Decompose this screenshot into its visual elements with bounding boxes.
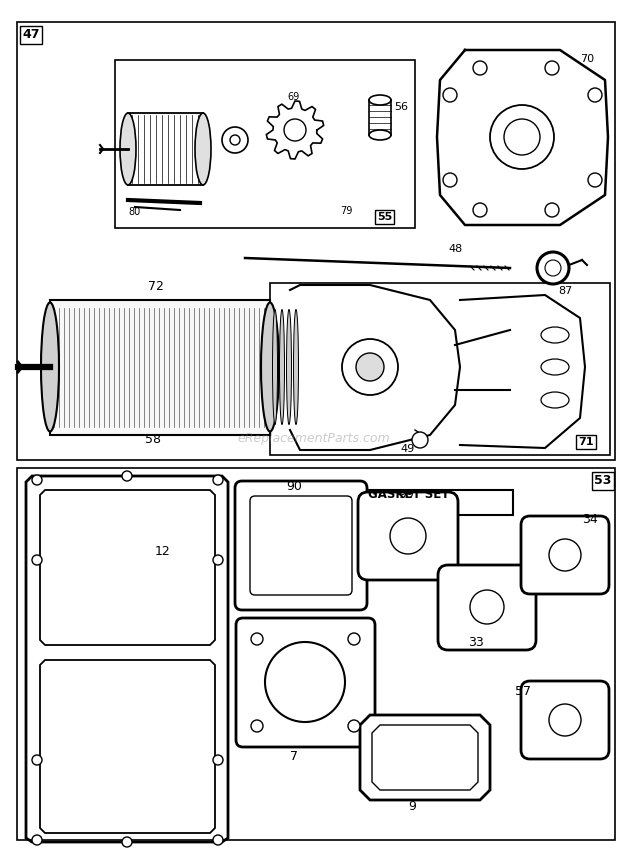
Circle shape — [284, 119, 306, 141]
Text: 48: 48 — [448, 244, 462, 254]
Circle shape — [356, 353, 384, 381]
Circle shape — [545, 61, 559, 75]
Text: 47: 47 — [22, 28, 40, 41]
Circle shape — [32, 835, 42, 845]
Text: 69: 69 — [287, 92, 299, 102]
Circle shape — [213, 755, 223, 765]
Ellipse shape — [286, 309, 291, 424]
Text: 57: 57 — [515, 685, 531, 698]
Ellipse shape — [272, 309, 277, 424]
Circle shape — [490, 105, 554, 169]
Text: 33: 33 — [468, 636, 484, 649]
Circle shape — [251, 720, 263, 732]
FancyBboxPatch shape — [236, 618, 375, 747]
Circle shape — [473, 203, 487, 217]
Text: 9: 9 — [408, 800, 416, 813]
Text: 80: 80 — [128, 207, 140, 217]
Circle shape — [213, 555, 223, 565]
Text: GASKET SET: GASKET SET — [368, 488, 449, 501]
Circle shape — [251, 633, 263, 645]
Ellipse shape — [369, 130, 391, 140]
Circle shape — [588, 88, 602, 102]
Circle shape — [537, 252, 569, 284]
Ellipse shape — [541, 327, 569, 343]
Circle shape — [348, 720, 360, 732]
FancyBboxPatch shape — [521, 681, 609, 759]
Text: 53: 53 — [594, 474, 611, 487]
Text: 56: 56 — [394, 102, 408, 112]
Ellipse shape — [541, 392, 569, 408]
Polygon shape — [372, 725, 478, 790]
Text: 49: 49 — [400, 444, 415, 454]
Circle shape — [32, 755, 42, 765]
Bar — [128, 113, 203, 185]
FancyBboxPatch shape — [521, 516, 609, 594]
Text: 70: 70 — [580, 54, 594, 64]
Circle shape — [549, 539, 581, 571]
Ellipse shape — [261, 303, 279, 432]
Circle shape — [213, 835, 223, 845]
Text: 87: 87 — [558, 286, 572, 296]
Text: 55: 55 — [377, 212, 392, 222]
Polygon shape — [360, 715, 490, 800]
Circle shape — [222, 127, 248, 153]
Text: 79: 79 — [340, 206, 352, 216]
Ellipse shape — [195, 113, 211, 185]
Circle shape — [265, 642, 345, 722]
Circle shape — [470, 590, 504, 624]
Bar — [50, 300, 270, 435]
FancyBboxPatch shape — [358, 492, 458, 580]
Text: 12: 12 — [155, 545, 170, 558]
FancyBboxPatch shape — [438, 565, 536, 650]
Text: 99: 99 — [398, 488, 414, 501]
Circle shape — [549, 704, 581, 736]
Circle shape — [348, 633, 360, 645]
Circle shape — [230, 135, 240, 145]
Text: 58: 58 — [145, 433, 161, 446]
Circle shape — [545, 203, 559, 217]
Circle shape — [443, 88, 457, 102]
Ellipse shape — [294, 309, 299, 424]
Circle shape — [588, 173, 602, 187]
Circle shape — [390, 518, 426, 554]
Circle shape — [213, 475, 223, 485]
Ellipse shape — [369, 95, 391, 105]
Text: 7: 7 — [290, 750, 298, 763]
Circle shape — [122, 471, 132, 481]
Circle shape — [473, 61, 487, 75]
Circle shape — [545, 260, 561, 276]
Circle shape — [32, 555, 42, 565]
Text: 71: 71 — [578, 437, 594, 447]
Ellipse shape — [120, 113, 136, 185]
Text: 90: 90 — [286, 480, 302, 493]
Ellipse shape — [541, 359, 569, 375]
Text: 72: 72 — [148, 280, 164, 293]
Circle shape — [412, 432, 428, 448]
Text: 34: 34 — [582, 513, 598, 526]
Circle shape — [504, 119, 540, 155]
Ellipse shape — [41, 303, 59, 432]
Circle shape — [122, 837, 132, 847]
FancyBboxPatch shape — [235, 481, 367, 610]
Circle shape — [443, 173, 457, 187]
FancyBboxPatch shape — [250, 496, 352, 595]
Text: eReplacementParts.com: eReplacementParts.com — [238, 432, 391, 445]
Bar — [358, 490, 513, 515]
Circle shape — [32, 475, 42, 485]
Ellipse shape — [279, 309, 284, 424]
Circle shape — [342, 339, 398, 395]
